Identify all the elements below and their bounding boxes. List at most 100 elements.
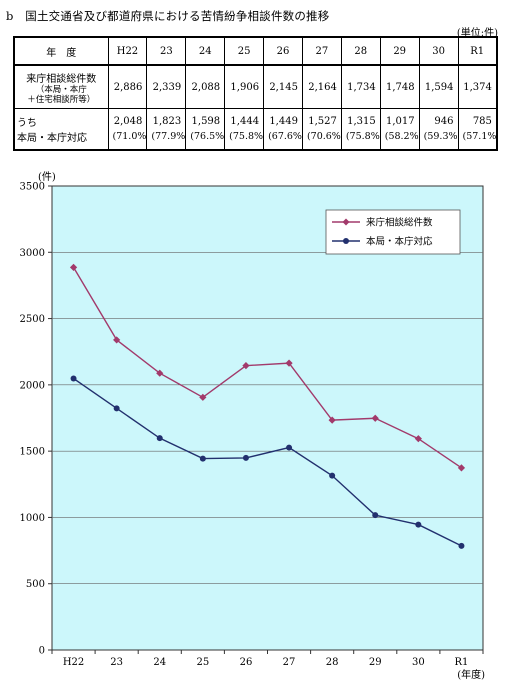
year-header-cell: 27 xyxy=(301,36,342,66)
y-tick-label: 500 xyxy=(26,579,45,590)
hq-percent-value: (58.2%) xyxy=(384,131,420,142)
hq-count-value: 1,598 xyxy=(191,116,221,127)
hq-count-cell: 1,823 (77.9%) xyxy=(146,108,187,151)
year-header-label: 年 度 xyxy=(13,36,109,66)
row-total-label-sub2: ＋住宅相談所等） xyxy=(27,94,96,105)
hq-count-value: 1,823 xyxy=(152,116,182,127)
hq-count-cell: 1,444 (75.8%) xyxy=(224,108,265,151)
hq-count-cell: 1,449 (67.6%) xyxy=(263,108,303,151)
x-tick-label: R1 xyxy=(454,657,468,668)
total-count-cell: 2,339 xyxy=(146,64,187,109)
data-point-diamond xyxy=(414,435,422,443)
hq-count-cell: 1,527 (70.6%) xyxy=(301,108,342,151)
x-tick-label: H22 xyxy=(63,657,84,668)
y-tick-label: 2500 xyxy=(20,314,45,325)
data-point-circle xyxy=(329,472,336,479)
data-point-circle xyxy=(156,435,163,442)
year-header-cell: H22 xyxy=(107,36,148,66)
legend-label: 本局・本庁対応 xyxy=(366,236,433,248)
data-point-diamond xyxy=(328,416,336,424)
row-total-label-sub1: （本局・本庁 xyxy=(35,84,87,95)
hq-count-cell: 1,017 (58.2%) xyxy=(379,108,420,151)
total-count-cell: 2,886 xyxy=(107,64,148,109)
y-tick-label: 3500 xyxy=(20,182,45,193)
hq-count-value: 946 xyxy=(434,116,454,127)
table-row-total: 来庁相談総件数 （本局・本庁 ＋住宅相談所等） 2,886 2,339 2,088 1… xyxy=(13,64,498,109)
row-total-label: 来庁相談総件数 （本局・本庁 ＋住宅相談所等） xyxy=(13,64,109,109)
legend-swatch-marker xyxy=(342,218,350,226)
legend-box xyxy=(325,209,461,255)
series-line-2 xyxy=(73,377,462,547)
data-point-circle xyxy=(286,444,293,451)
total-count-cell: 2,164 xyxy=(301,64,342,109)
y-tick-label: 1000 xyxy=(20,513,45,524)
hq-count-cell: 2,048 (71.0%) xyxy=(107,108,148,151)
hq-count-value: 1,527 xyxy=(308,116,337,127)
total-count-cell: 2,088 xyxy=(185,64,226,109)
series-line-1 xyxy=(72,267,462,469)
data-point-circle xyxy=(415,521,422,528)
y-axis-label: (件) xyxy=(38,171,56,183)
year-header-cell: 23 xyxy=(146,36,187,66)
hq-count-value: 2,048 xyxy=(113,116,143,127)
legend-swatch-marker xyxy=(343,238,349,244)
data-table: 年 度 H22 23 24 25 26 27 28 29 30 R1 来庁相談総件数 （本局・本庁… xyxy=(13,36,498,151)
data-point-circle xyxy=(372,512,379,519)
x-tick-label: 28 xyxy=(326,657,339,668)
data-point-circle xyxy=(242,454,249,461)
page-title: b 国土交通省及び都道府県における苦情紛争相談件数の推移 xyxy=(6,9,330,23)
line-chart: 0 500 1000 1500 2000 2500 3000 3500 H22 23 24 25 26 2… xyxy=(20,171,486,681)
y-tick-label: 3000 xyxy=(20,248,45,259)
hq-count-cell: 1,315 (75.8%) xyxy=(340,108,381,151)
data-point-circle xyxy=(70,375,77,382)
total-count-cell: 2,145 xyxy=(263,64,303,109)
hq-count-value: 1,017 xyxy=(385,116,415,127)
plot-area xyxy=(51,185,484,651)
x-axis-label: (年度) xyxy=(457,668,485,681)
y-tick-label: 2000 xyxy=(20,380,45,391)
hq-count-cell: 785 (57.1%) xyxy=(457,108,498,151)
x-tick-label: 29 xyxy=(369,657,382,668)
row-hq-label-prefix: うち xyxy=(17,118,37,129)
year-header-cell: 29 xyxy=(379,36,420,66)
data-point-circle xyxy=(458,542,465,549)
year-header-cell: 28 xyxy=(340,36,381,66)
hq-percent-value: (75.8%) xyxy=(345,131,381,142)
data-point-diamond xyxy=(199,393,207,401)
hq-percent-value: (76.5%) xyxy=(190,131,225,142)
year-header-cell: 24 xyxy=(185,36,226,66)
row-hq-label: うち 本局・本庁対応 xyxy=(13,108,109,151)
data-point-circle xyxy=(199,455,206,462)
hq-count-value: 1,449 xyxy=(269,116,298,127)
unit-note: (単位:件) xyxy=(456,28,498,39)
hq-percent-value: (67.6%) xyxy=(268,131,303,142)
total-count-cell: 1,748 xyxy=(379,64,420,109)
x-tick-label: 26 xyxy=(240,657,253,668)
hq-count-cell: 1,598 (76.5%) xyxy=(185,108,226,151)
table-row-hq: うち 本局・本庁対応 2,048 (71.0%) 1,823 (77.9%) 1,598… xyxy=(13,108,498,151)
data-point-diamond xyxy=(457,464,466,472)
hq-percent-value: (70.6%) xyxy=(306,131,342,142)
hq-percent-value: (75.8%) xyxy=(229,131,264,142)
y-tick-label: 1500 xyxy=(20,447,45,458)
hq-count-value: 1,444 xyxy=(230,116,260,127)
row-hq-label-main: 本局・本庁対応 xyxy=(17,133,87,144)
total-count-cell: 1,734 xyxy=(340,64,381,109)
x-tick-label: 25 xyxy=(196,657,209,668)
hq-count-value: 785 xyxy=(472,116,492,127)
hq-percent-value: (59.3%) xyxy=(423,131,459,142)
total-count-cell: 1,906 xyxy=(224,64,265,109)
hq-percent-value: (71.0%) xyxy=(112,131,147,142)
y-tick-label: 0 xyxy=(39,646,45,657)
table-header-row: 年 度 H22 23 24 25 26 27 28 29 30 R1 xyxy=(13,36,498,66)
year-header-cell: 25 xyxy=(224,36,265,66)
year-header-cell: R1 xyxy=(457,36,498,66)
data-point-circle xyxy=(113,405,120,412)
year-header-cell: 26 xyxy=(263,36,303,66)
x-tick-label: 27 xyxy=(283,657,296,668)
data-point-diamond xyxy=(285,359,293,367)
hq-count-cell: 946 (59.3%) xyxy=(418,108,459,151)
x-tick-label: 30 xyxy=(412,657,425,668)
data-point-diamond xyxy=(242,362,250,370)
x-tick-label: 23 xyxy=(110,657,123,668)
